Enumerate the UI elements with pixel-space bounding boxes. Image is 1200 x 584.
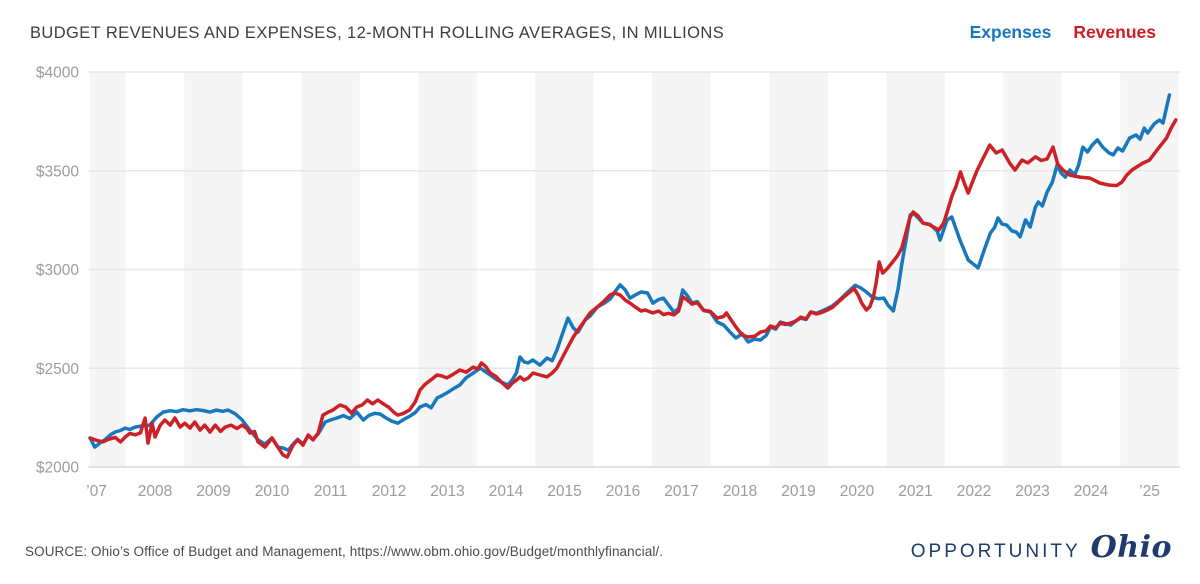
svg-text:’07: ’07 — [86, 483, 107, 500]
svg-text:2020: 2020 — [840, 483, 875, 500]
svg-text:$3500: $3500 — [36, 163, 79, 180]
svg-text:2013: 2013 — [430, 483, 464, 500]
svg-text:$2000: $2000 — [36, 460, 79, 477]
svg-text:2023: 2023 — [1015, 483, 1049, 500]
svg-text:$3000: $3000 — [36, 262, 79, 279]
svg-text:2021: 2021 — [898, 483, 932, 500]
revenues-line — [88, 118, 1178, 459]
svg-text:2022: 2022 — [957, 483, 991, 500]
svg-text:2011: 2011 — [314, 483, 347, 500]
gridlines — [88, 71, 1180, 468]
legend-revenues: Revenues — [1073, 22, 1156, 42]
svg-text:2018: 2018 — [723, 483, 757, 500]
svg-text:2009: 2009 — [196, 483, 230, 500]
svg-text:2012: 2012 — [372, 483, 406, 500]
svg-text:2017: 2017 — [664, 483, 698, 500]
chart-title: BUDGET REVENUES AND EXPENSES, 12-MONTH R… — [30, 24, 725, 42]
svg-text:2014: 2014 — [489, 483, 524, 500]
x-axis-labels: ’07 2008 2009 2010 2011 2012 2013 2014 2015 2016 2… — [86, 483, 1160, 500]
opportunity-ohio-logo: OPPORTUNITY Ohio — [911, 530, 1172, 565]
svg-text:$2500: $2500 — [36, 361, 79, 378]
svg-text:2024: 2024 — [1074, 483, 1109, 500]
legend-expenses: Expenses — [969, 22, 1052, 42]
svg-text:2019: 2019 — [781, 483, 815, 500]
logo-word: OPPORTUNITY — [910, 541, 1081, 562]
y-axis-labels: $2000 $2500 $3000 $3500 $4000 — [36, 65, 79, 477]
svg-text:2010: 2010 — [255, 483, 290, 500]
svg-text:2015: 2015 — [547, 483, 581, 500]
svg-text:$4000: $4000 — [36, 65, 79, 82]
svg-text:2008: 2008 — [138, 483, 172, 500]
legend: Expenses Revenues — [970, 22, 1156, 43]
svg-text:2016: 2016 — [606, 483, 640, 500]
source-note: SOURCE: Ohio’s Office of Budget and Mana… — [25, 544, 664, 559]
svg-text:’25: ’25 — [1139, 483, 1160, 500]
logo-script: Ohio — [1090, 530, 1172, 565]
